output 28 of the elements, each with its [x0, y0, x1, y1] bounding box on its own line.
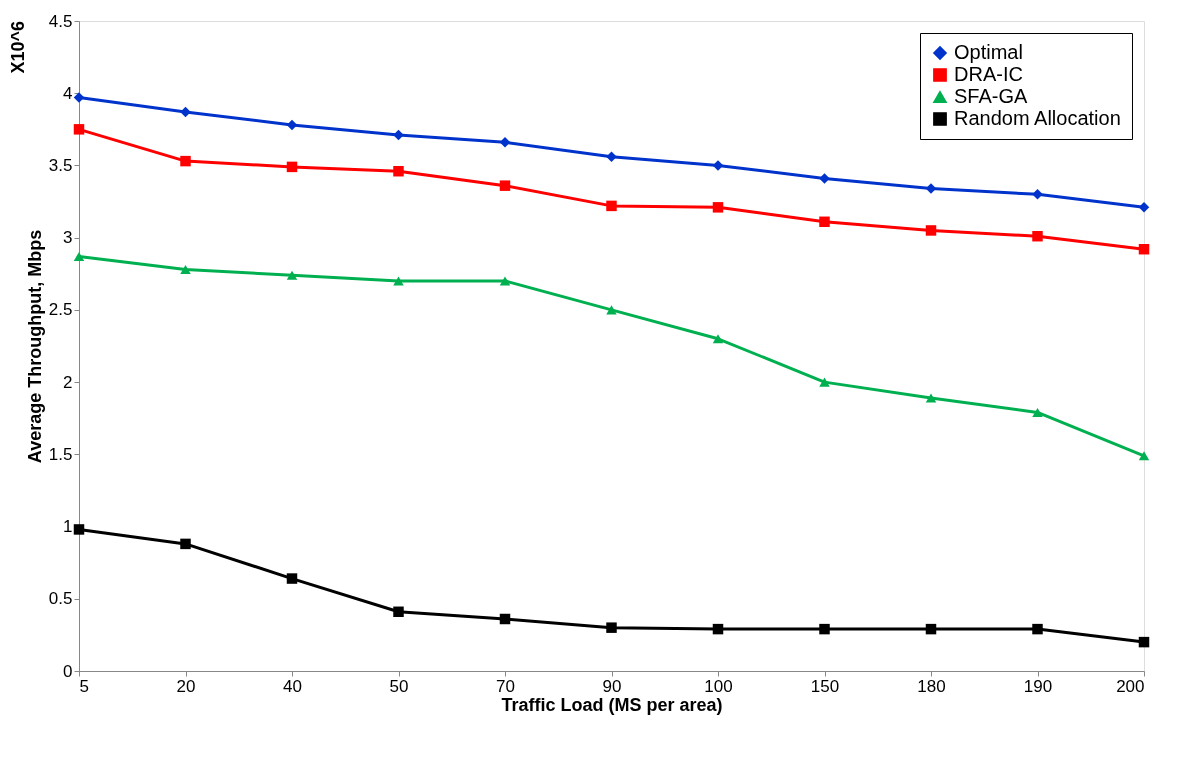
legend-label: Optimal — [954, 41, 1023, 63]
x-tick-label: 100 — [704, 676, 733, 696]
x-tick-label: 20 — [176, 676, 196, 696]
y-tick-label: 4 — [63, 83, 73, 103]
y-axis-title: Average Throughput, Mbps — [24, 229, 45, 464]
x-tick-label: 5 — [79, 676, 89, 696]
y-tick-label: 0 — [63, 661, 73, 681]
x-tick-label: 90 — [602, 676, 622, 696]
legend-label: Random Allocation — [954, 107, 1121, 129]
y-tick-label: 1.5 — [48, 444, 73, 464]
y-tick-label: 3.5 — [48, 155, 73, 175]
x-tick-label: 50 — [389, 676, 409, 696]
x-tick-label: 70 — [496, 676, 515, 696]
x-tick-label: 40 — [283, 676, 302, 696]
y-tick-label: 2 — [63, 372, 73, 392]
x-tick-label: 150 — [810, 676, 840, 696]
text: X10^6 — [8, 21, 28, 74]
x-axis-title: Traffic Load (MS per area) — [501, 694, 723, 715]
legend-label: DRA-IC — [954, 63, 1023, 85]
y-tick-label: 3 — [63, 228, 73, 248]
legend-label: SFA-GA — [954, 85, 1029, 107]
x-tick-label: 180 — [917, 676, 946, 696]
y-tick-label: 4.5 — [48, 11, 73, 31]
y-tick-label: 0.5 — [48, 589, 73, 609]
y-tick-label: 2.5 — [48, 300, 73, 320]
y-tick-label: 1 — [63, 517, 73, 537]
x-tick-label: 190 — [1023, 676, 1053, 696]
x-tick-label: 200 — [1116, 676, 1145, 696]
